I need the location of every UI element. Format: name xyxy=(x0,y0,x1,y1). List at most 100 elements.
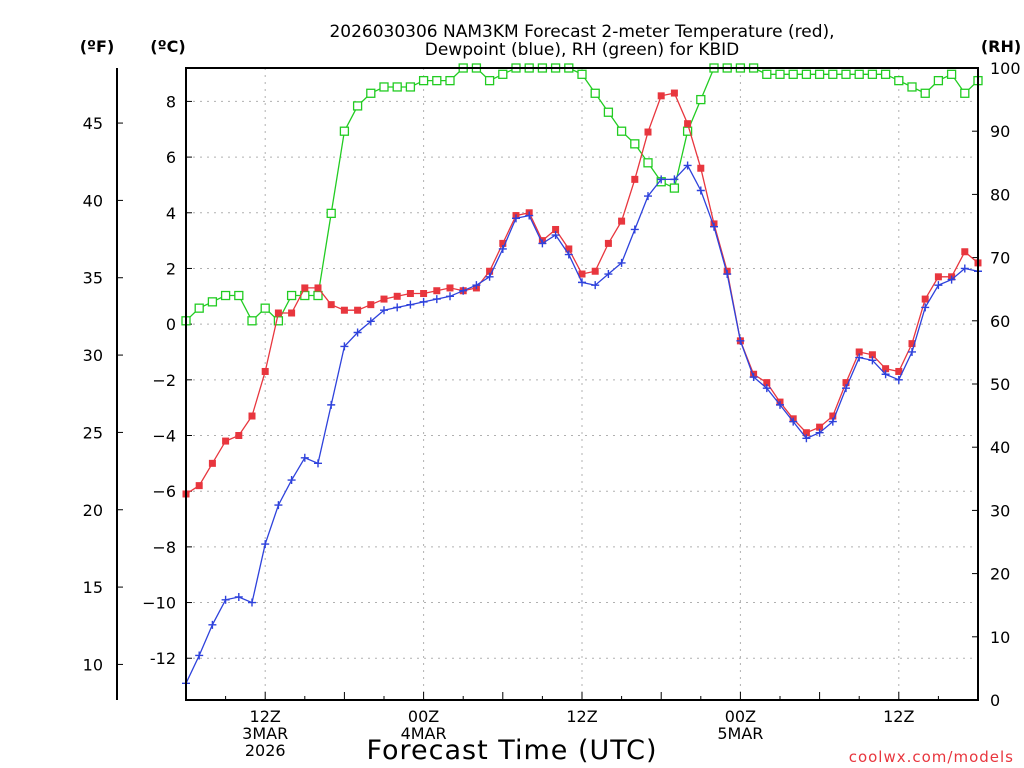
rh-tick-label: 90 xyxy=(990,122,1010,141)
celsius-tick-label: 6 xyxy=(166,148,176,167)
rh-point xyxy=(933,75,944,86)
temperature-point xyxy=(380,295,388,303)
temperature-point xyxy=(631,175,639,183)
dewpoint-point xyxy=(208,620,217,629)
rh-point xyxy=(801,69,812,79)
temperature-point xyxy=(604,239,612,247)
rh-point xyxy=(603,107,614,117)
temperature-point xyxy=(578,270,586,278)
temperature-point xyxy=(697,164,705,172)
temperature-point xyxy=(895,367,903,375)
dewpoint-point xyxy=(261,540,270,549)
temperature-point xyxy=(882,365,890,373)
dewpoint-point xyxy=(683,161,692,170)
temperature-point xyxy=(802,429,810,437)
rh-point xyxy=(418,75,429,86)
temperature-point xyxy=(288,309,296,317)
temperature-point xyxy=(301,284,309,292)
rh-tick-label: 60 xyxy=(990,312,1010,331)
fahrenheit-tick-label: 25 xyxy=(83,423,103,442)
chart-title-line1: 2026030306 NAM3KM Forecast 2-meter Tempe… xyxy=(329,22,834,42)
rh-point xyxy=(220,290,231,301)
fahrenheit-tick-label: 35 xyxy=(83,269,103,288)
temperature-point xyxy=(552,225,560,233)
dewpoint-point xyxy=(696,186,705,195)
rh-point xyxy=(339,126,350,136)
rh-point xyxy=(775,69,785,79)
temperature-point xyxy=(499,239,507,247)
dewpoint-point xyxy=(736,336,745,345)
temperature-point xyxy=(618,217,626,225)
celsius-tick-label: −6 xyxy=(152,482,176,501)
rh-point xyxy=(854,69,864,79)
temperature-point xyxy=(657,92,665,100)
temperature-point xyxy=(486,267,494,275)
rh-point xyxy=(352,101,363,111)
temperature-point xyxy=(816,423,824,431)
dewpoint-point xyxy=(353,328,362,337)
rh-point xyxy=(643,158,653,168)
dewpoint-point xyxy=(591,281,600,290)
temperature-point xyxy=(248,412,256,420)
time-tick-label: 12Z xyxy=(566,707,597,726)
rh-point xyxy=(207,297,218,307)
rh-point xyxy=(590,88,600,98)
temperature-point xyxy=(842,379,850,387)
temperature-point xyxy=(274,309,282,317)
celsius-tick-label: 0 xyxy=(166,315,176,334)
rh-point xyxy=(273,316,284,326)
rh-tick-label: 70 xyxy=(990,249,1010,268)
rh-tick-label: 50 xyxy=(990,375,1010,394)
temperature-point xyxy=(829,412,837,420)
rh-point xyxy=(788,69,798,79)
temperature-point xyxy=(393,292,401,300)
fahrenheit-tick-label: 15 xyxy=(83,578,103,597)
dewpoint-point xyxy=(221,595,230,604)
temperature-series xyxy=(182,89,982,498)
rh-point xyxy=(366,88,376,98)
temperature-point xyxy=(684,120,692,128)
dewpoint-point xyxy=(789,417,798,426)
temperature-point xyxy=(261,367,269,375)
dewpoint-point xyxy=(195,651,204,660)
dewpoint-point xyxy=(657,175,666,184)
dewpoint-point xyxy=(644,192,652,201)
rh-point xyxy=(669,183,680,193)
rh-point xyxy=(379,82,389,92)
temperature-point xyxy=(934,273,942,281)
rh-point xyxy=(484,75,495,86)
dewpoint-point xyxy=(538,239,547,248)
rh-point xyxy=(194,303,204,313)
rh-tick-label: 40 xyxy=(990,438,1010,457)
fahrenheit-tick-label: 45 xyxy=(83,114,103,133)
time-tick-label: 00Z xyxy=(408,707,439,726)
rh-point xyxy=(696,94,706,105)
dewpoint-point xyxy=(868,356,877,365)
celsius-tick-label: 8 xyxy=(166,92,176,111)
dewpoint-point xyxy=(960,264,969,273)
dewpoint-point xyxy=(512,214,520,223)
celsius-tick-label: −10 xyxy=(142,594,176,613)
dewpoint-point xyxy=(630,225,639,234)
temperature-point xyxy=(961,248,969,256)
rh-tick-label: 20 xyxy=(990,565,1010,584)
dewpoint-point xyxy=(366,317,375,326)
fahrenheit-tick-label: 40 xyxy=(83,191,103,210)
temperature-point xyxy=(446,284,454,292)
dewpoint-point xyxy=(419,297,428,306)
temperature-point xyxy=(327,301,335,309)
rh-point xyxy=(946,69,957,79)
celsius-tick-label: -12 xyxy=(150,649,176,668)
dewpoint-point xyxy=(432,295,441,304)
dewpoint-point xyxy=(274,501,283,510)
dewpoint-point xyxy=(314,459,322,468)
rh-point xyxy=(313,290,323,301)
rh-point xyxy=(577,69,587,79)
temperature-point xyxy=(670,89,678,97)
rh-point xyxy=(260,303,270,313)
dewpoint-point xyxy=(921,303,930,312)
rh-point xyxy=(326,208,336,219)
